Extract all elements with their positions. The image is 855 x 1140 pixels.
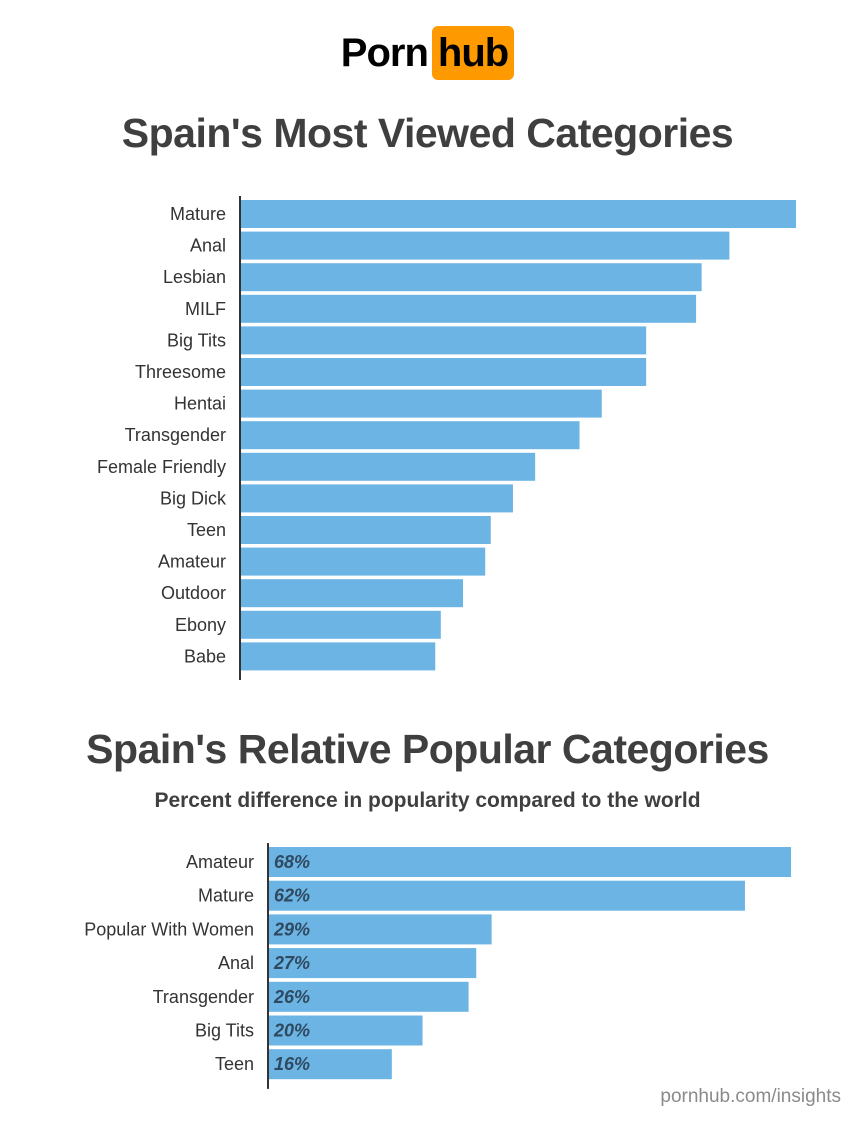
category-label: Big Tits (195, 1021, 254, 1041)
data-label: 26% (273, 987, 310, 1007)
category-label: Female Friendly (97, 457, 226, 477)
bar-ebony (241, 610, 441, 639)
bar-mature (269, 880, 745, 911)
logo-porn: Porn (340, 31, 429, 75)
data-label: 68% (274, 852, 310, 872)
data-label: 29% (273, 919, 310, 939)
bar-amateur (269, 847, 791, 877)
bar-anal (269, 948, 477, 979)
footer-source: pornhub.com/insights (660, 1086, 841, 1107)
category-label: Threesome (135, 362, 226, 382)
category-label: Mature (198, 886, 254, 906)
category-label: Lesbian (163, 267, 226, 287)
category-label: Teen (187, 520, 226, 540)
category-label: Hentai (174, 394, 226, 414)
bar-big-tits (241, 326, 647, 355)
bar-lesbian (241, 263, 702, 292)
category-label: Mature (170, 204, 226, 224)
bar-outdoor (241, 579, 463, 608)
category-label: Amateur (158, 552, 226, 572)
bar-threesome (241, 358, 647, 386)
category-label: Anal (218, 953, 254, 973)
pornhub-logo: Porn hub (0, 26, 855, 80)
logo-hub: hub (431, 26, 515, 80)
data-label: 16% (274, 1054, 310, 1074)
bar-amateur (241, 547, 486, 576)
category-label: Amateur (186, 852, 254, 872)
data-label: 20% (273, 1021, 310, 1041)
bar-female-friendly (241, 452, 536, 481)
chart2-subtitle: Percent difference in popularity compare… (154, 789, 701, 812)
bar-teen (241, 516, 491, 544)
category-label: Popular With Women (84, 919, 254, 939)
bar-milf (241, 294, 697, 323)
category-label: Transgender (125, 425, 226, 445)
bar-hentai (241, 389, 602, 418)
category-label: Big Tits (167, 330, 226, 350)
category-label: Anal (190, 236, 226, 256)
bar-big-tits (269, 1015, 423, 1046)
bar-teen (269, 1049, 392, 1080)
chart2-title: Spain's Relative Popular Categories (86, 726, 769, 772)
data-label: 62% (274, 886, 310, 906)
category-label: Ebony (175, 615, 226, 635)
bar-babe (241, 642, 436, 671)
bar-anal (241, 231, 730, 260)
bar-mature (241, 200, 796, 228)
category-label: Babe (184, 646, 226, 666)
bar-big-dick (241, 484, 513, 513)
chart1-title: Spain's Most Viewed Categories (121, 110, 734, 156)
bar-transgender (241, 421, 580, 450)
category-label: MILF (185, 299, 226, 319)
data-label: 27% (273, 953, 310, 973)
category-label: Teen (215, 1054, 254, 1074)
bar-transgender (269, 981, 469, 1012)
category-label: Outdoor (161, 583, 226, 603)
category-label: Big Dick (160, 488, 227, 508)
bar-popular-with-women (269, 914, 492, 945)
category-label: Transgender (153, 987, 254, 1007)
